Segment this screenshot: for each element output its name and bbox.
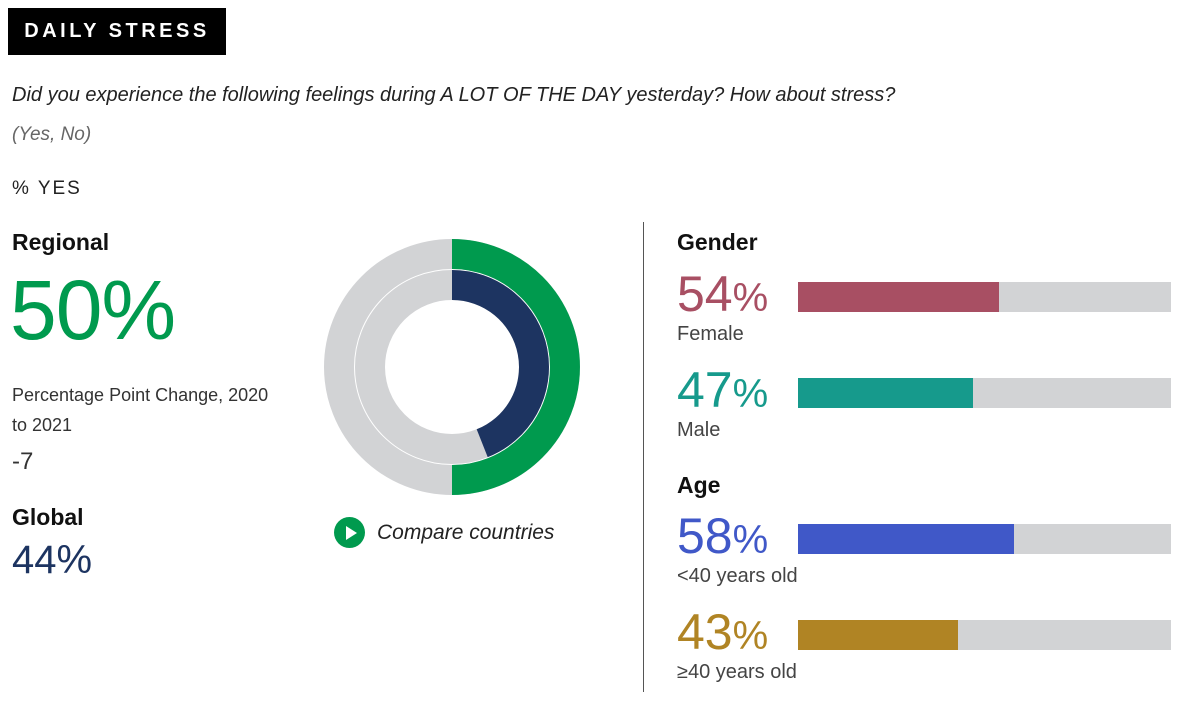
regional-value: 50% [10, 263, 176, 357]
stress-donut-chart [324, 239, 580, 495]
global-label: Global [12, 504, 84, 530]
female-bar [798, 282, 1000, 312]
bar-row-under-40: 58% <40 years old [677, 508, 1172, 604]
under-40-bar [798, 524, 1015, 554]
change-value: -7 [12, 448, 34, 475]
under-40-bar-track [798, 524, 1171, 554]
female-label: Female [677, 323, 744, 345]
under-40-pct: 58% [677, 508, 769, 564]
female-bar-track [798, 282, 1171, 312]
female-pct: 54% [677, 266, 769, 322]
bar-row-female: 54% Female [677, 266, 1172, 362]
male-label: Male [677, 419, 721, 441]
compare-countries-label: Compare countries [377, 520, 555, 544]
bar-row-over-40: 43% ≥40 years old [677, 604, 1172, 700]
compare-countries-button[interactable]: Compare countries [334, 517, 554, 548]
section-tag: DAILY STRESS [8, 8, 226, 55]
global-value: 44% [12, 538, 93, 582]
under-40-label: <40 years old [677, 565, 798, 587]
change-label: Percentage Point Change, 2020 to 2021 [12, 385, 269, 435]
male-bar [798, 378, 974, 408]
regional-arc [451, 239, 580, 495]
play-icon [334, 517, 365, 548]
measure-label: % YES [12, 178, 82, 199]
over-40-label: ≥40 years old [677, 661, 797, 683]
vertical-divider [643, 222, 644, 692]
regional-label: Regional [12, 229, 110, 255]
survey-question: Did you experience the following feeling… [12, 84, 896, 106]
over-40-bar-track [798, 620, 1171, 650]
over-40-pct: 43% [677, 604, 769, 660]
gender-title: Gender [677, 229, 758, 255]
over-40-bar [798, 620, 959, 650]
answer-options: (Yes, No) [12, 124, 92, 145]
male-pct: 47% [677, 362, 769, 418]
bar-row-male: 47% Male [677, 362, 1172, 458]
global-arc [451, 270, 549, 458]
age-title: Age [677, 472, 721, 498]
male-bar-track [798, 378, 1171, 408]
